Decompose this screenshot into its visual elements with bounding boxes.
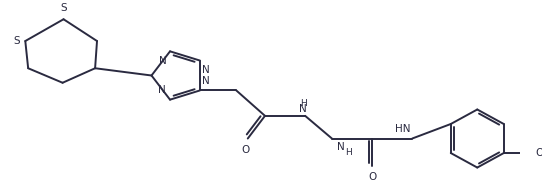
Text: O: O bbox=[368, 172, 376, 182]
Text: N: N bbox=[299, 104, 307, 114]
Text: N: N bbox=[202, 65, 210, 75]
Text: S: S bbox=[13, 36, 20, 46]
Text: H: H bbox=[345, 148, 352, 158]
Text: N: N bbox=[337, 142, 345, 152]
Text: O: O bbox=[242, 145, 250, 155]
Text: H: H bbox=[300, 99, 307, 108]
Text: HN: HN bbox=[395, 124, 410, 134]
Text: N: N bbox=[159, 56, 167, 66]
Text: O: O bbox=[535, 148, 542, 158]
Text: S: S bbox=[60, 3, 67, 13]
Text: N: N bbox=[202, 76, 210, 86]
Text: N: N bbox=[158, 85, 166, 95]
